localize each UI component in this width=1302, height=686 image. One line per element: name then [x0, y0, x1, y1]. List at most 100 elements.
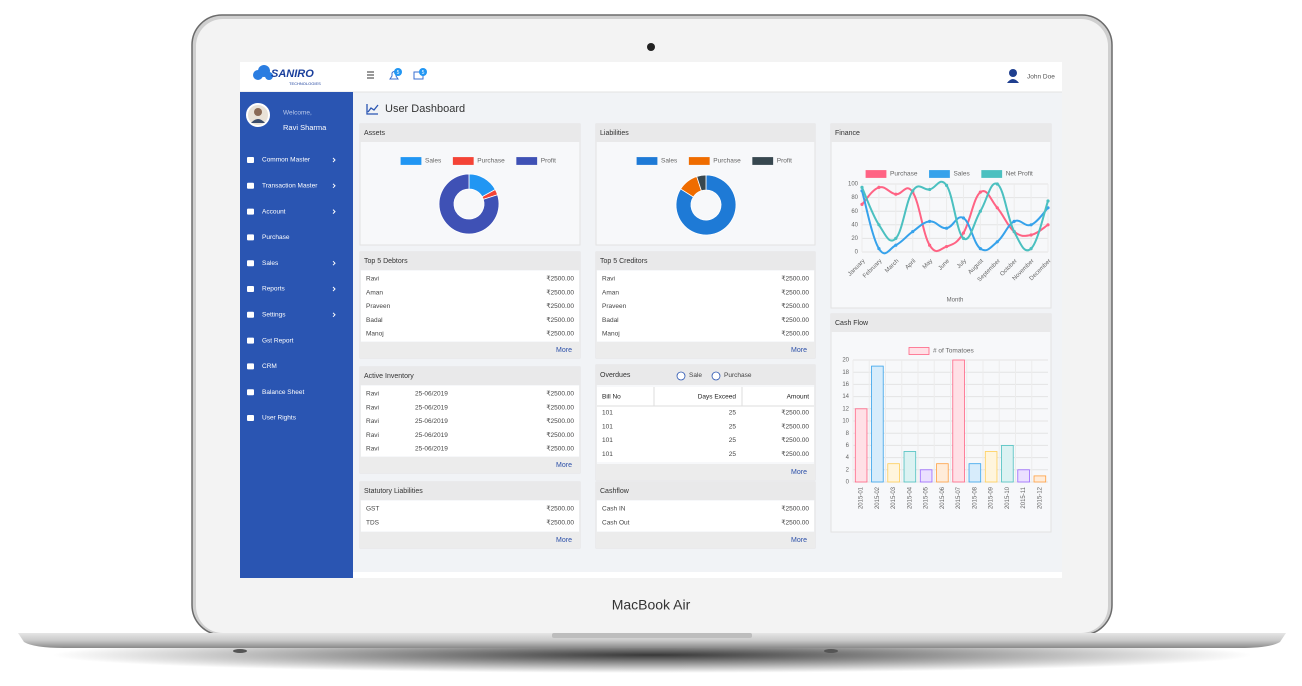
menu-item[interactable]: Settings	[262, 312, 286, 319]
camera	[647, 43, 655, 51]
x-tick-label: 2015-03	[891, 486, 897, 509]
radio-label[interactable]: Sale	[689, 372, 702, 379]
doughnut-segment	[696, 174, 707, 192]
user-name[interactable]: John Doe	[1027, 74, 1055, 81]
line-point	[978, 209, 982, 213]
line-point	[1046, 199, 1050, 203]
legend-label: Sales	[953, 171, 970, 178]
y-tick-label: 14	[842, 394, 849, 400]
table-cell: ₹2500.00	[546, 316, 574, 324]
legend-label: Purchase	[713, 158, 741, 165]
user-avatar-body	[1007, 79, 1019, 83]
legend-label: Purchase	[477, 158, 505, 165]
legend-swatch	[752, 157, 774, 165]
table-cell: ₹2500.00	[546, 431, 574, 439]
y-tick-label: 16	[842, 382, 849, 388]
table-cell: Badal	[602, 317, 619, 324]
menu-item[interactable]: Gst Report	[262, 337, 294, 344]
menu-item[interactable]: Purchase	[262, 234, 290, 241]
more-link[interactable]: More	[791, 537, 807, 544]
line-point	[1029, 223, 1033, 227]
menu-item[interactable]: Reports	[262, 286, 286, 293]
line-series	[861, 180, 1049, 252]
menu-item[interactable]: Sales	[262, 260, 279, 267]
y-tick-label: 18	[842, 370, 849, 376]
line-point	[1012, 219, 1016, 223]
table-cell: TDS	[366, 519, 380, 526]
line-point	[1029, 233, 1033, 237]
more-link[interactable]: More	[556, 462, 572, 469]
badge-count: 5	[422, 70, 425, 76]
menu-item[interactable]: Balance Sheet	[262, 389, 304, 396]
logo-text: SANIRO	[271, 68, 314, 80]
line-point	[894, 243, 898, 247]
panel-header	[360, 482, 580, 500]
table-cell: 25-06/2019	[415, 432, 448, 439]
x-tick-label: 2015-02	[875, 486, 881, 509]
table-cell: ₹2500.00	[781, 436, 809, 444]
line-point	[961, 231, 966, 235]
line-point	[928, 187, 932, 192]
bar	[903, 451, 917, 483]
more-link[interactable]: More	[556, 537, 572, 544]
table-cell: ₹2500.00	[781, 330, 809, 338]
bar	[854, 408, 868, 483]
legend-swatch	[865, 170, 887, 178]
table-cell: Manoj	[602, 331, 620, 338]
radio[interactable]	[676, 371, 686, 381]
table-body	[361, 271, 579, 341]
x-tick-label: 2015-06	[940, 486, 946, 509]
table-body	[597, 271, 814, 341]
bar	[871, 365, 884, 483]
panel-title: Top 5 Creditors	[600, 258, 648, 265]
table-cell: Aman	[602, 289, 619, 296]
legend-label: Sales	[661, 158, 678, 165]
table-cell: Badal	[366, 317, 383, 324]
table-cell: 101	[602, 451, 613, 458]
table-cell: GST	[366, 506, 379, 513]
table-cell: Manoj	[366, 331, 384, 338]
menu-toggle[interactable]	[367, 71, 374, 79]
line-point	[877, 223, 881, 227]
more-link[interactable]: More	[791, 469, 807, 476]
table-cell: ₹2500.00	[781, 275, 809, 283]
more-link[interactable]: More	[556, 347, 572, 354]
badge	[419, 68, 427, 76]
panel-header	[596, 365, 815, 385]
menu-item[interactable]: User Rights	[262, 415, 297, 422]
table-cell: Praveen	[602, 303, 627, 310]
radio[interactable]	[711, 371, 721, 381]
more-link[interactable]: More	[791, 347, 807, 354]
bar	[1017, 469, 1030, 483]
bar	[952, 359, 965, 483]
y-tick-label: 2	[846, 467, 850, 473]
line-point	[944, 244, 949, 249]
legend-swatch	[452, 157, 474, 165]
table-cell: ₹2500.00	[546, 505, 574, 513]
y-tick-label: 6	[846, 443, 850, 449]
logo-icon	[253, 65, 273, 80]
menu-item[interactable]: Common Master	[262, 157, 311, 164]
line-point	[961, 216, 966, 220]
footer-strip	[353, 572, 1062, 578]
column-header: Days Exceed	[698, 394, 737, 401]
panel-title: Cashflow	[600, 488, 630, 495]
menu-icon	[247, 311, 254, 318]
table-cell: ₹2500.00	[546, 330, 574, 338]
panel-header	[831, 124, 1051, 142]
table-cell: 101	[602, 410, 613, 417]
menu-item[interactable]: Transaction Master	[262, 183, 318, 190]
line-point	[894, 192, 898, 196]
radio-label[interactable]: Purchase	[724, 372, 752, 379]
menu-item[interactable]: CRM	[262, 363, 277, 370]
legend-label: Sales	[425, 158, 442, 165]
x-tick-label: 2015-12	[1037, 486, 1043, 509]
line-point	[995, 206, 999, 210]
menu-icon	[247, 286, 254, 292]
table-cell: Ravi	[366, 446, 379, 453]
table-cell: 25	[729, 410, 737, 417]
menu-item[interactable]: Account	[262, 208, 286, 215]
bar	[887, 463, 900, 483]
user-avatar[interactable]	[1009, 69, 1017, 77]
table-cell: 101	[602, 437, 613, 444]
